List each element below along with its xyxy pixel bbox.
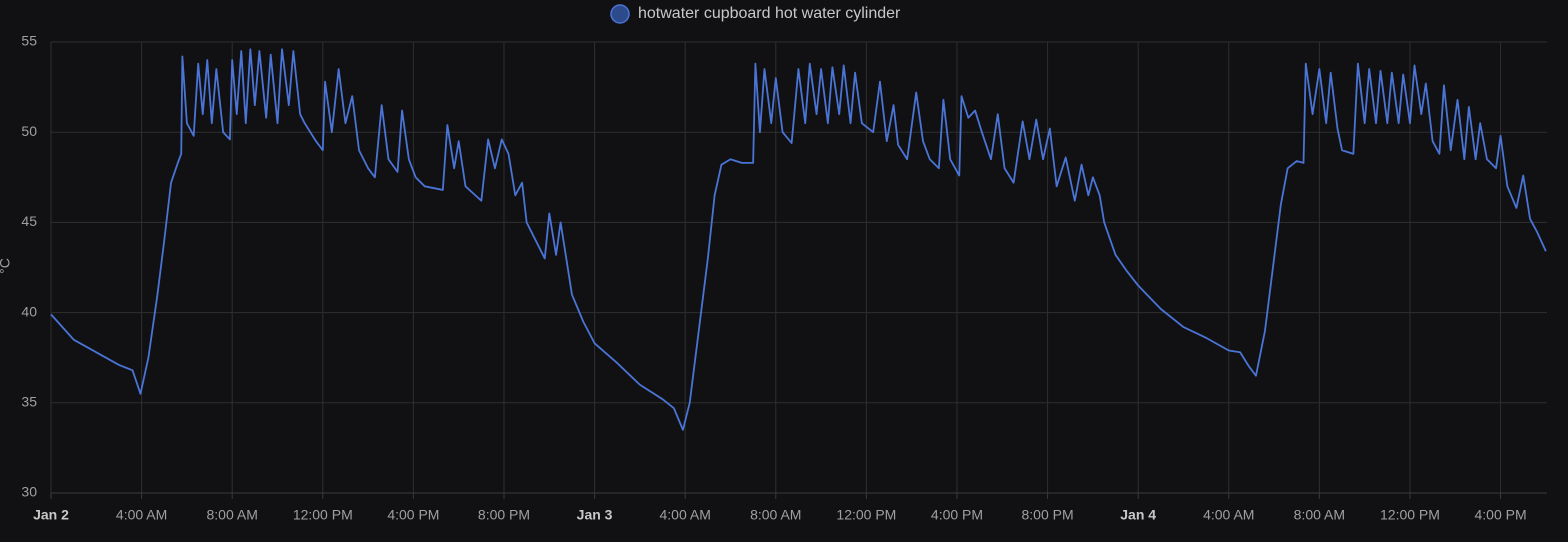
legend-entry[interactable]: hotwater cupboard hot water cylinder xyxy=(638,5,901,22)
x-tick-label: 4:00 AM xyxy=(659,507,710,523)
y-tick-label: 35 xyxy=(21,394,37,410)
x-tick-label: 8:00 AM xyxy=(207,507,258,523)
x-tick-label: 4:00 PM xyxy=(387,507,439,523)
x-tick-label: 12:00 PM xyxy=(293,507,353,523)
y-tick-label: 50 xyxy=(21,123,37,139)
y-tick-label: 45 xyxy=(21,213,37,229)
x-tick-label: 4:00 AM xyxy=(116,507,167,523)
x-tick-label: Jan 3 xyxy=(577,507,613,523)
x-tick-label: 4:00 PM xyxy=(1474,507,1526,523)
data-line xyxy=(50,48,1547,431)
y-tick-label: 55 xyxy=(21,33,37,49)
x-tick-label: 8:00 PM xyxy=(1022,507,1074,523)
x-tick-label: Jan 2 xyxy=(33,507,69,523)
x-tick-label: 8:00 AM xyxy=(1294,507,1345,523)
x-tick-label: 12:00 PM xyxy=(1380,507,1440,523)
x-tick-label: Jan 4 xyxy=(1120,507,1156,523)
x-tick-label: 4:00 AM xyxy=(1203,507,1254,523)
y-tick-label: 30 xyxy=(21,484,37,500)
y-tick-label: 40 xyxy=(21,303,37,319)
x-tick-label: 12:00 PM xyxy=(836,507,896,523)
x-tick-label: 8:00 AM xyxy=(750,507,801,523)
legend-swatch[interactable] xyxy=(610,4,630,24)
x-tick-label: 8:00 PM xyxy=(478,507,530,523)
x-tick-label: 4:00 PM xyxy=(931,507,983,523)
y-axis-label: °C xyxy=(0,258,13,274)
